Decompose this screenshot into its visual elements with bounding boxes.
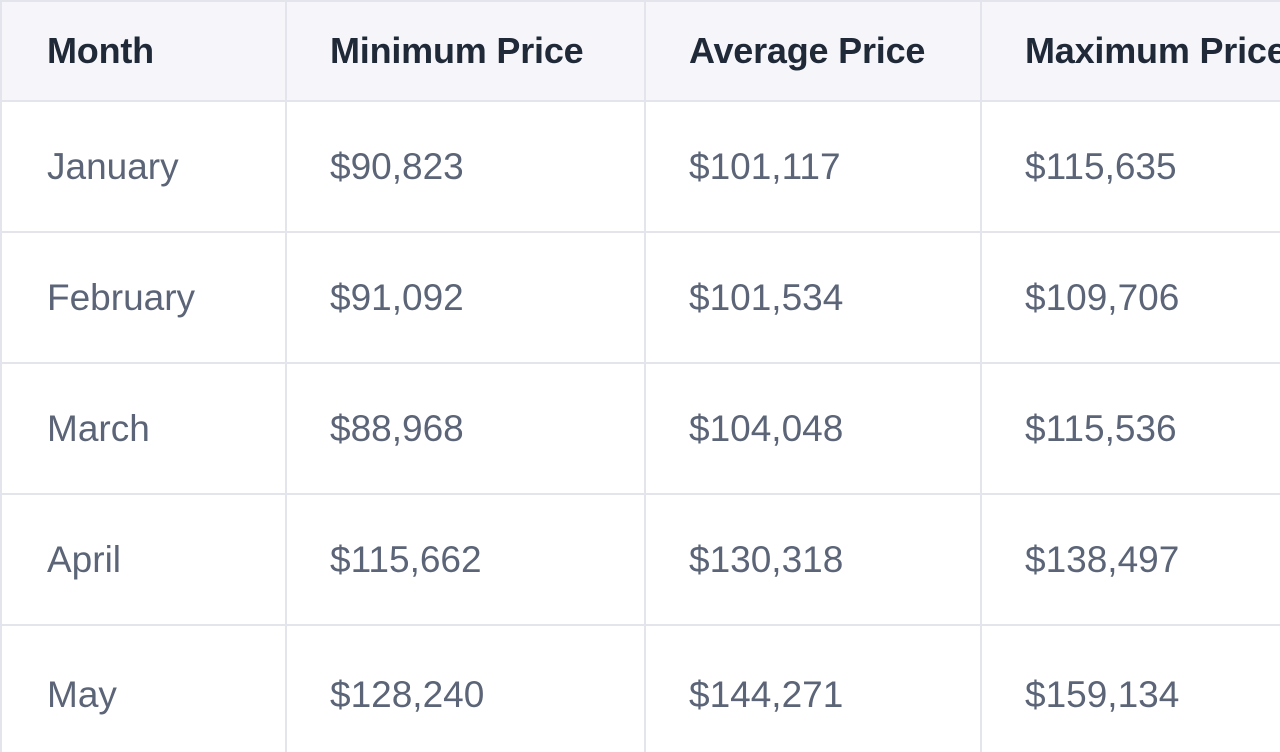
cell-minimum-price: $88,968 — [285, 362, 646, 495]
table-body: January $90,823 $101,117 $115,635 Februa… — [0, 100, 1280, 752]
header-row: Month Minimum Price Average Price Maximu… — [0, 0, 1280, 102]
header-minimum-price: Minimum Price — [285, 0, 646, 102]
cell-minimum-price: $90,823 — [285, 100, 646, 233]
cell-month: January — [0, 100, 287, 233]
header-maximum-price: Maximum Price — [980, 0, 1280, 102]
header-month: Month — [0, 0, 287, 102]
cell-maximum-price: $115,536 — [980, 362, 1280, 495]
cell-minimum-price: $91,092 — [285, 231, 646, 364]
cell-minimum-price: $128,240 — [285, 624, 646, 752]
cell-month: April — [0, 493, 287, 626]
table-row: March $88,968 $104,048 $115,536 — [0, 362, 1280, 495]
cell-average-price: $130,318 — [644, 493, 982, 626]
cell-average-price: $101,117 — [644, 100, 982, 233]
table-row: May $128,240 $144,271 $159,134 — [0, 624, 1280, 752]
table-row: January $90,823 $101,117 $115,635 — [0, 100, 1280, 233]
cell-average-price: $101,534 — [644, 231, 982, 364]
table-row: February $91,092 $101,534 $109,706 — [0, 231, 1280, 364]
cell-average-price: $104,048 — [644, 362, 982, 495]
cell-month: February — [0, 231, 287, 364]
cell-average-price: $144,271 — [644, 624, 982, 752]
cell-maximum-price: $138,497 — [980, 493, 1280, 626]
table-row: April $115,662 $130,318 $138,497 — [0, 493, 1280, 626]
cell-maximum-price: $109,706 — [980, 231, 1280, 364]
header-average-price: Average Price — [644, 0, 982, 102]
cell-month: May — [0, 624, 287, 752]
cell-maximum-price: $159,134 — [980, 624, 1280, 752]
cell-minimum-price: $115,662 — [285, 493, 646, 626]
cell-maximum-price: $115,635 — [980, 100, 1280, 233]
table-header: Month Minimum Price Average Price Maximu… — [0, 0, 1280, 102]
cell-month: March — [0, 362, 287, 495]
